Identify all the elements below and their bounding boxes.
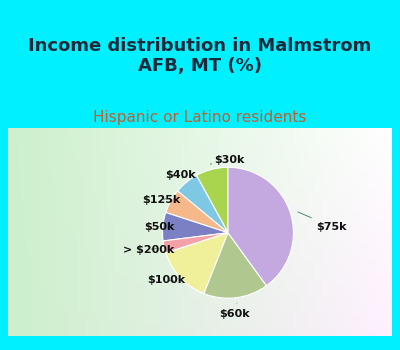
Wedge shape (196, 167, 228, 233)
Wedge shape (228, 167, 294, 286)
Text: $50k: $50k (144, 222, 174, 232)
Wedge shape (166, 191, 228, 233)
Wedge shape (166, 233, 228, 294)
Text: $60k: $60k (219, 303, 250, 319)
Text: City-Data.com: City-Data.com (285, 161, 355, 171)
Text: $125k: $125k (142, 195, 180, 205)
Wedge shape (163, 233, 228, 253)
Text: $30k: $30k (210, 155, 245, 164)
Text: Income distribution in Malmstrom
AFB, MT (%): Income distribution in Malmstrom AFB, MT… (28, 37, 372, 75)
Text: $100k: $100k (148, 275, 186, 286)
Text: > $200k: > $200k (123, 245, 174, 255)
Wedge shape (178, 175, 228, 233)
Wedge shape (204, 233, 266, 298)
Text: Hispanic or Latino residents: Hispanic or Latino residents (93, 110, 307, 125)
Wedge shape (162, 212, 228, 241)
Text: $40k: $40k (165, 170, 196, 180)
Text: $75k: $75k (298, 212, 347, 232)
